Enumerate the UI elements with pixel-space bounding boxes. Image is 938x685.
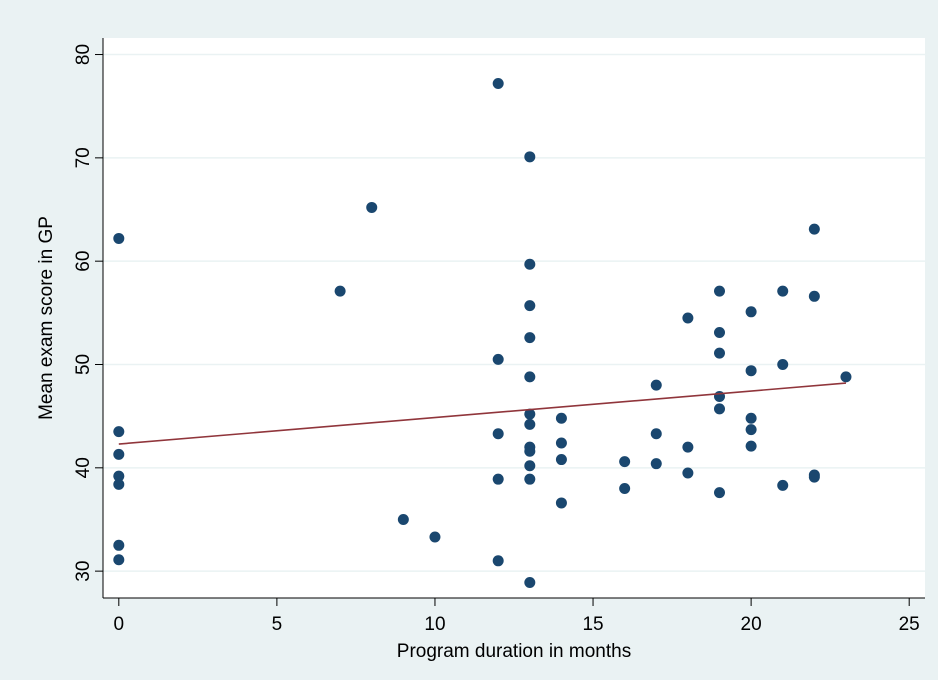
point [113, 478, 125, 490]
y-axis-label: Mean exam score in GP [36, 216, 57, 420]
x-tick-label: 0 [114, 614, 125, 635]
point [524, 445, 536, 457]
x-tick-label: 15 [582, 614, 603, 635]
point [745, 424, 757, 436]
y-tick-label: 50 [73, 354, 94, 375]
point [113, 448, 125, 460]
point [745, 412, 757, 424]
point [714, 285, 725, 297]
point [777, 358, 789, 370]
point [808, 471, 820, 483]
point [714, 347, 725, 359]
point [492, 77, 504, 89]
point [555, 437, 567, 449]
point [524, 577, 536, 589]
point [555, 412, 567, 424]
point [714, 487, 725, 499]
point [492, 555, 504, 567]
point [113, 554, 125, 566]
point [808, 290, 820, 302]
point [524, 258, 536, 270]
point [524, 371, 536, 383]
y-tick-label: 80 [73, 44, 94, 65]
point [840, 371, 852, 383]
point [492, 473, 504, 485]
point [492, 428, 504, 440]
point [113, 470, 125, 482]
point [524, 473, 536, 485]
point [777, 479, 789, 491]
point [492, 353, 504, 365]
point [113, 426, 125, 438]
point [524, 300, 536, 312]
point [113, 539, 125, 551]
point [650, 428, 662, 440]
point [397, 513, 409, 525]
point [745, 306, 757, 318]
point [524, 460, 536, 472]
point [429, 531, 441, 543]
x-tick-label: 10 [424, 614, 445, 635]
y-tick-label: 40 [73, 457, 94, 478]
point [619, 456, 631, 468]
point [714, 403, 725, 415]
point [714, 326, 725, 338]
point [524, 408, 536, 420]
x-tick-label: 5 [272, 614, 283, 635]
point [682, 312, 694, 324]
point [777, 285, 789, 297]
fit-line [118, 382, 847, 445]
point [745, 365, 757, 377]
point [650, 458, 662, 470]
x-tick-label: 25 [899, 614, 920, 635]
x-tick-label: 20 [741, 614, 762, 635]
x-axis-label: Program duration in months [397, 641, 631, 662]
point [524, 151, 536, 163]
point [555, 497, 567, 509]
plot-area [103, 38, 925, 598]
point [619, 482, 631, 494]
y-tick-label: 30 [73, 561, 94, 582]
point [682, 467, 694, 479]
point [524, 418, 536, 430]
point [808, 223, 820, 235]
y-tick-label: 70 [73, 147, 94, 168]
point [650, 379, 662, 391]
point [555, 454, 567, 466]
y-tick-label: 60 [73, 251, 94, 272]
point [682, 441, 694, 453]
point [366, 201, 378, 213]
point [113, 232, 125, 244]
point [745, 440, 757, 452]
point [524, 332, 536, 344]
point [334, 285, 346, 297]
